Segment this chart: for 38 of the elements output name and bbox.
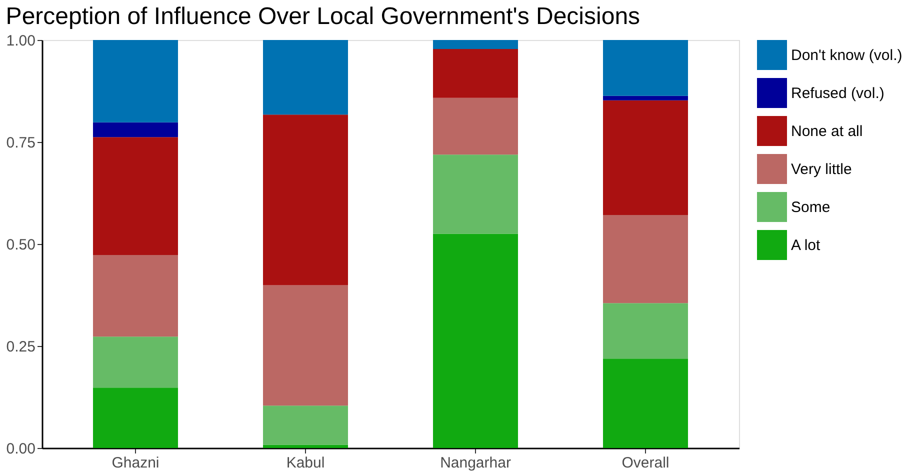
bar [433,154,518,234]
bar [433,234,518,448]
bar [433,48,518,98]
bar [93,336,178,388]
bar [93,388,178,448]
bar [263,285,348,406]
bar [263,444,348,448]
x-tick-label: Nangarhar [440,454,511,472]
bar [603,303,688,359]
bar [263,40,348,115]
y-tick-label: 0.75 [6,134,36,152]
legend-label: None at all [791,123,863,140]
bar [93,40,178,122]
bar [433,40,518,49]
bar [93,137,178,256]
bar [603,100,688,216]
x-tick-label: Ghazni [112,454,160,472]
y-tick-label: 0.50 [6,236,36,254]
legend-label: A lot [791,237,822,254]
bar [433,98,518,155]
bar [263,406,348,445]
bar [93,122,178,138]
y-tick-label: 0.00 [6,440,36,458]
legend-label: Refused (vol.) [791,85,884,102]
legend-label: Don't know (vol.) [791,47,902,64]
bar [603,96,688,100]
legend-label: Very little [791,161,852,178]
legend-label: Some [791,199,830,216]
bar [603,40,688,96]
chart-title: Perception of Influence Over Local Government's Decisions [6,3,640,30]
x-tick-label: Overall [622,454,670,472]
y-tick-label: 0.25 [6,338,36,356]
bar [603,215,688,304]
bar [603,358,688,448]
x-tick-label: Kabul [286,454,325,472]
bar [93,255,178,337]
y-tick-label: 1.00 [6,32,36,50]
bar [263,114,348,286]
